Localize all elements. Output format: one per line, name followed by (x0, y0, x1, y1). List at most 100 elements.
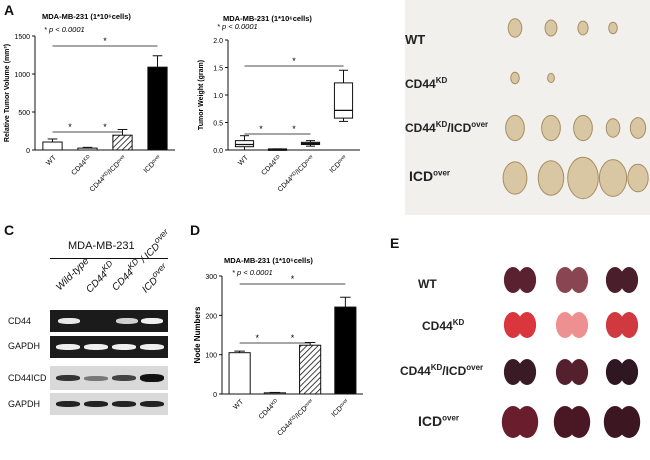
tumor (598, 159, 628, 197)
tumor (573, 114, 593, 142)
lung-lobe-left (605, 267, 625, 293)
blot-label-cd44icd: CD44ICD (8, 373, 47, 383)
band (116, 318, 138, 324)
significance-star: * (291, 333, 295, 343)
category-label: CD44KD/ICDover (275, 397, 315, 437)
tumor (577, 20, 589, 36)
tumor (544, 19, 558, 37)
lung-lobe-right (517, 267, 537, 293)
gapdh-gel (50, 336, 168, 358)
lung-row-label-wt: WT (418, 277, 437, 291)
y-tick-label: 2.0 (213, 38, 223, 45)
y-tick-label: 500 (18, 110, 30, 117)
panel-letter-a: A (4, 2, 15, 18)
tumor (608, 21, 618, 35)
lung-lobe-left (503, 359, 523, 385)
band (56, 344, 80, 350)
cd44-gel (50, 310, 168, 332)
row-label-cd44kd: CD44KD (405, 76, 448, 91)
stat-note: * p < 0.0001 (44, 25, 85, 34)
lung-row-label-cd44kd-icdover: CD44KD/ICDover (400, 363, 484, 378)
blot-label-cd44: CD44 (8, 316, 32, 326)
category-label: WT (232, 398, 245, 411)
band (112, 401, 136, 407)
lung-lobe-left (605, 359, 625, 385)
lung-row-label-cd44kd: CD44KD (422, 318, 465, 333)
stat-note: * p < 0.0001 (232, 268, 273, 277)
lung-lobe-left (503, 267, 523, 293)
significance-star: * (291, 274, 295, 284)
category-label: CD44KD (259, 153, 283, 177)
lung-lobe-right (515, 406, 539, 438)
tumor (537, 160, 565, 196)
band (140, 374, 164, 382)
tumor (507, 18, 523, 38)
y-tick-label: 0.5 (213, 121, 223, 128)
significance-star: * (292, 124, 296, 134)
significance-star: * (259, 124, 263, 134)
band (58, 318, 80, 324)
category-label: CD44KD (257, 397, 281, 421)
blot-label-gapdh-2: GAPDH (8, 399, 41, 409)
bar (263, 392, 286, 395)
significance-star: * (68, 122, 72, 132)
lung-lobe-right (619, 267, 639, 293)
lung-lobe-right (517, 359, 537, 385)
significance-star: * (103, 36, 107, 46)
category-label: CD44KD/ICDover (88, 153, 128, 193)
row-label-wt: WT (405, 32, 426, 47)
tumor (502, 161, 528, 195)
lung-lobe-left (555, 267, 575, 293)
tumor-volume-chart: MDA-MB-231 (1*10⁶cells) * p < 0.0001 0 500 1… (4, 12, 175, 194)
lung-lobe-right (569, 267, 589, 293)
lung-images (501, 267, 641, 438)
lung-lobe-left (555, 312, 575, 338)
tumor-weight-chart: MDA-MB-231 (1*10⁶cells)* p < 0.0001 0.0 0.… (198, 14, 360, 194)
bar (42, 141, 63, 151)
category-label: CD44KD (69, 153, 93, 177)
lung-lobe-left (605, 312, 625, 338)
row-label-cd44kd-icdover: CD44KD/ICDover (405, 120, 489, 135)
tumor-photo-grid: WT CD44KD CD44KD/ICDover ICDover (405, 0, 650, 215)
lung-lobe-right (517, 312, 537, 338)
lung-lobe-left (555, 359, 575, 385)
node-numbers-chart: MDA-MB-231 (1*10⁶cells) * p < 0.0001 0 100 2… (193, 256, 363, 438)
band (84, 401, 108, 407)
y-tick-label: 0 (213, 392, 217, 399)
category-label: ICDover (330, 397, 352, 419)
lung-lobe-right (567, 406, 591, 438)
bar (299, 344, 322, 395)
band (84, 344, 108, 350)
tumor (605, 118, 621, 138)
band (56, 401, 80, 407)
band (140, 401, 164, 407)
stat-note: * p < 0.0001 (217, 22, 258, 31)
y-tick-label: 1.0 (213, 93, 223, 100)
y-tick-label: 100 (205, 353, 217, 360)
panel-letter-d: D (190, 222, 201, 238)
y-axis-label: Tumor Weight (gram) (198, 60, 205, 130)
cell-line-underline (50, 258, 168, 259)
lung-lobe-right (569, 312, 589, 338)
bar (147, 66, 168, 151)
tumor (541, 114, 561, 142)
band (140, 344, 164, 350)
significance-star: * (255, 333, 259, 343)
tumor (627, 163, 649, 193)
category-label: CD44KD/ICDover (276, 153, 316, 193)
y-tick-label: 0.0 (213, 148, 223, 155)
category-label: ICDover (328, 153, 350, 175)
tumor (510, 71, 520, 85)
band (112, 344, 136, 350)
band (56, 375, 80, 381)
box (234, 140, 255, 148)
y-axis-label: Relative Tumor Volume (mm³) (4, 44, 11, 142)
category-label: WT (45, 154, 58, 167)
panel-letter-c: C (4, 222, 15, 238)
band (112, 375, 136, 381)
band (84, 376, 108, 381)
y-tick-label: 200 (205, 313, 217, 320)
gapdh-blot (50, 393, 168, 415)
band (141, 318, 163, 324)
lung-lobe-right (619, 312, 639, 338)
